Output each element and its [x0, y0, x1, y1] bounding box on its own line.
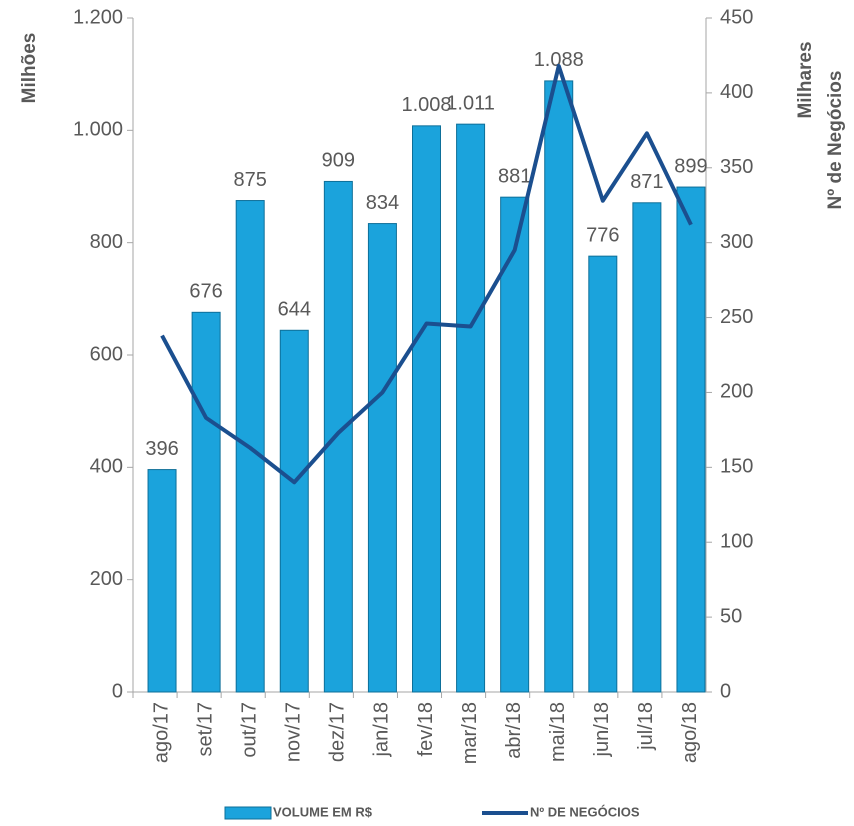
- data-label: 776: [586, 224, 619, 246]
- x-tick-label: ago/18: [679, 702, 701, 763]
- y2-tick-label: 300: [720, 231, 753, 253]
- line: [160, 63, 693, 485]
- data-label: 834: [366, 192, 399, 214]
- y2-tick-label: 0: [720, 680, 731, 702]
- legend-label: Nº DE NEGÓCIOS: [530, 804, 640, 819]
- x-tick-label: mai/18: [547, 702, 569, 762]
- x-tick-label: jul/18: [635, 702, 657, 751]
- y2-tick-label: 450: [720, 6, 753, 28]
- y2-tick-label: 100: [720, 531, 753, 553]
- data-label: 1.088: [534, 49, 584, 71]
- y2-axis-title: Milhares: [795, 41, 816, 118]
- data-label: 871: [630, 171, 663, 193]
- x-tick-label: out/17: [238, 702, 260, 758]
- bar: [147, 469, 177, 693]
- y2-tick-label: 400: [720, 81, 753, 103]
- bar: [191, 311, 221, 693]
- bar: [588, 255, 618, 693]
- x-tick-label: fev/18: [415, 702, 437, 756]
- bar: [456, 123, 486, 693]
- y2-axis-title: Nº de Negócios: [825, 71, 846, 210]
- data-label: 644: [278, 299, 311, 321]
- y-axis-title: Milhões: [19, 33, 40, 104]
- y2-tick-label: 150: [720, 456, 753, 478]
- bar: [676, 186, 706, 693]
- x-tick-label: nov/17: [283, 702, 305, 762]
- data-label: 1.011: [446, 92, 495, 114]
- data-label: 899: [674, 155, 707, 177]
- data-label: 396: [145, 438, 178, 460]
- bar: [632, 202, 662, 693]
- y2-tick-label: 250: [720, 306, 753, 328]
- legend-swatch: [224, 806, 272, 820]
- x-tick-label: jan/18: [371, 702, 393, 758]
- x-tick-label: abr/18: [503, 702, 525, 759]
- data-label: 881: [498, 165, 531, 187]
- legend-label: VOLUME EM R$: [273, 804, 373, 819]
- y-tick-label: 200: [90, 568, 123, 590]
- bar: [500, 196, 530, 693]
- y-tick-label: 800: [90, 231, 123, 253]
- x-tick-label: dez/17: [327, 702, 349, 762]
- bar: [279, 329, 309, 693]
- data-label: 909: [322, 150, 355, 172]
- bar: [323, 180, 353, 693]
- y2-tick-label: 50: [720, 605, 742, 627]
- y2-tick-label: 350: [720, 156, 753, 178]
- x-tick-label: mar/18: [459, 702, 481, 764]
- y-tick-label: 1.000: [73, 119, 123, 141]
- bar: [544, 80, 574, 693]
- bar: [412, 125, 441, 693]
- x-tick-label: jun/18: [591, 702, 613, 758]
- y-tick-label: 400: [90, 456, 123, 478]
- x-tick-label: set/17: [194, 702, 216, 756]
- y-tick-label: 0: [112, 680, 123, 702]
- x-tick-label: ago/17: [150, 702, 172, 763]
- y-tick-label: 600: [90, 343, 123, 365]
- data-label: 1.008: [401, 94, 451, 116]
- y-tick-label: 1.200: [73, 6, 123, 28]
- y2-tick-label: 200: [720, 381, 753, 403]
- bar: [367, 223, 397, 693]
- data-label: 875: [234, 169, 267, 191]
- data-label: 676: [189, 281, 222, 303]
